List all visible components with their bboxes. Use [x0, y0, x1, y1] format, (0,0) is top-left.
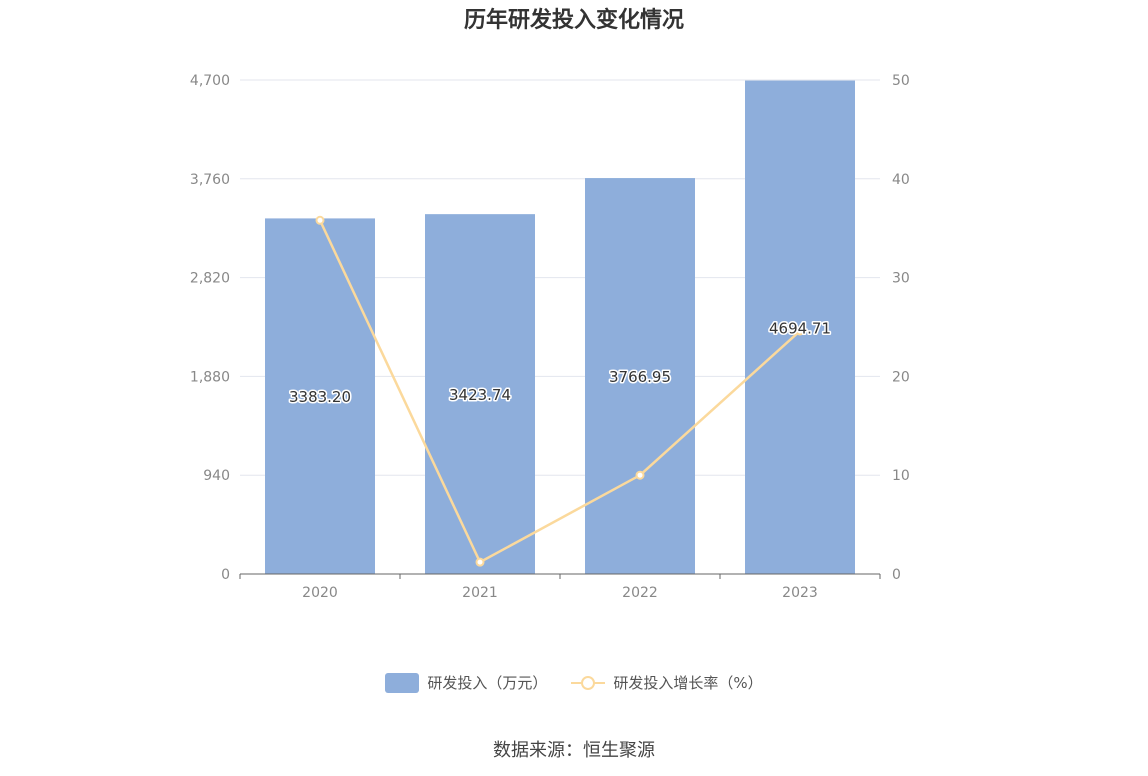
bar-value-label: 3423.74 — [449, 386, 511, 404]
bar-value-label: 4694.71 — [769, 319, 831, 337]
axes: 0 940 1,880 2,820 3,760 4,700 0 10 20 30 40 50 2020 2… — [190, 73, 910, 601]
y-right-tick-label: 50 — [892, 73, 910, 89]
y-right-tick-label: 20 — [892, 369, 910, 385]
legend-item-bar[interactable]: 研发投入（万元） — [385, 672, 547, 693]
y-left-tick-label: 4,700 — [190, 73, 230, 89]
y-left-tick-label: 1,880 — [190, 369, 230, 385]
growth-point — [795, 326, 805, 336]
bar — [425, 214, 535, 574]
y-right-tick-label: 10 — [892, 468, 910, 484]
x-tick-label: 2021 — [462, 585, 498, 601]
chart-title: 历年研发投入变化情况 — [463, 8, 684, 33]
growth-point — [315, 215, 325, 225]
legend-line-swatch — [571, 673, 606, 693]
growth-point — [475, 557, 485, 567]
x-tick-label: 2022 — [622, 585, 658, 601]
bar — [265, 218, 375, 574]
bar-value-label: 3383.20 — [289, 388, 351, 406]
legend-line-label: 研发投入增长率（%） — [613, 674, 763, 692]
y-right-tick-label: 30 — [892, 271, 910, 287]
chart-canvas: 0 940 1,880 2,820 3,760 4,700 0 10 20 30 40 50 2020 2… — [190, 73, 910, 601]
bar — [585, 178, 695, 574]
x-tick-label: 2020 — [302, 585, 338, 601]
y-left-tick-label: 0 — [221, 567, 230, 583]
y-right-tick-label: 40 — [892, 172, 910, 188]
bar-value-label: 3766.95 — [609, 368, 671, 386]
x-tick-label: 2023 — [782, 585, 818, 601]
bar-series — [265, 80, 855, 574]
growth-line — [318, 219, 801, 564]
y-right-tick-label: 0 — [892, 567, 901, 583]
data-labels: 3383.20 3423.74 3766.95 4694.71 — [287, 318, 832, 408]
line-series — [315, 215, 805, 567]
growth-point — [635, 470, 645, 480]
legend-bar-label: 研发投入（万元） — [427, 674, 548, 692]
legend-bar-swatch — [385, 672, 420, 693]
legend-item-line[interactable]: 研发投入增长率（%） — [571, 672, 763, 693]
y-left-tick-label: 940 — [203, 468, 230, 484]
y-left-tick-label: 2,820 — [190, 271, 230, 287]
y-left-tick-label: 3,760 — [190, 172, 230, 188]
data-source: 数据来源：恒生聚源 — [493, 740, 655, 761]
legend: 研发投入（万元） 研发投入增长率（%） — [0, 672, 1148, 693]
